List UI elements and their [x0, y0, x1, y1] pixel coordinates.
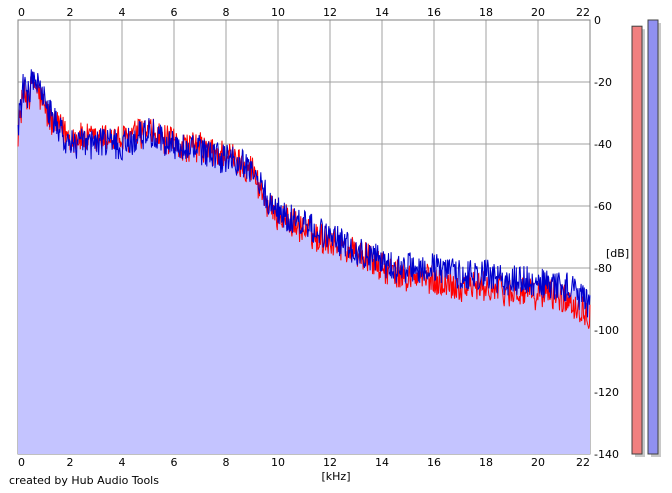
x-tick-label-bottom: 4	[119, 456, 126, 469]
x-tick-label-bottom: 2	[67, 456, 74, 469]
x-tick-labels-top: 0 2 4 6 8 10 12 14 16 18 20 22	[18, 6, 590, 19]
x-tick-label-bottom: 14	[375, 456, 389, 469]
y-tick-label: -80	[594, 262, 612, 275]
y-tick-label: -100	[594, 324, 619, 337]
y-tick-label: 0	[594, 14, 601, 27]
y-tick-label: -60	[594, 200, 612, 213]
y-tick-label: -120	[594, 386, 619, 399]
x-tick-label-top: 6	[171, 6, 178, 19]
x-tick-label-top: 4	[119, 6, 126, 19]
y-tick-label: -20	[594, 76, 612, 89]
x-tick-label-bottom: 8	[223, 456, 230, 469]
level-meters	[631, 19, 661, 457]
meter-right	[647, 19, 659, 455]
left-channel-line	[17, 71, 591, 329]
right-channel-line	[17, 69, 591, 318]
spectrum-fill-area	[18, 69, 590, 455]
y-tick-label: -40	[594, 138, 612, 151]
meter-left	[631, 25, 643, 455]
x-tick-label-top: 0	[18, 6, 25, 19]
x-tick-label-bottom: 20	[531, 456, 545, 469]
x-tick-label-top: 8	[223, 6, 230, 19]
x-tick-label-top: 10	[271, 6, 285, 19]
x-tick-label-bottom: 16	[427, 456, 441, 469]
x-axis-label: [kHz]	[322, 470, 351, 483]
x-tick-label-top: 18	[479, 6, 493, 19]
x-tick-label-bottom: 6	[171, 456, 178, 469]
y-axis-label: [dB]	[606, 247, 629, 260]
x-tick-label-top: 20	[531, 6, 545, 19]
x-tick-labels-bottom: 0 2 4 6 8 10 12 14 16 18 20 22	[18, 456, 590, 469]
x-tick-label-bottom: 0	[18, 456, 25, 469]
x-tick-label-top: 2	[67, 6, 74, 19]
x-tick-label-bottom: 12	[323, 456, 337, 469]
x-tick-label-top: 22	[576, 6, 590, 19]
y-tick-labels: 0 -20 -40 -60 -80 -100 -120 -140	[594, 14, 619, 461]
y-tick-label: -140	[594, 448, 619, 461]
x-tick-label-bottom: 22	[576, 456, 590, 469]
x-tick-label-bottom: 18	[479, 456, 493, 469]
x-tick-label-top: 14	[375, 6, 389, 19]
x-tick-label-bottom: 10	[271, 456, 285, 469]
credit-text: created by Hub Audio Tools	[9, 474, 159, 487]
x-tick-label-top: 12	[323, 6, 337, 19]
x-tick-label-top: 16	[427, 6, 441, 19]
